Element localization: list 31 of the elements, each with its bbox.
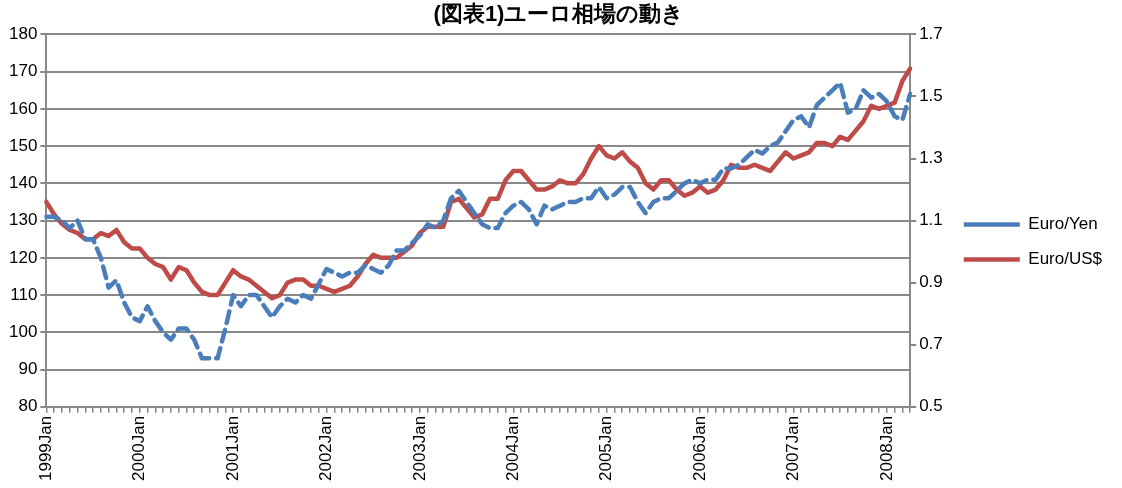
chart-title: (図表1)ユーロ相場の動き <box>433 1 685 27</box>
legend-label: Euro/US$ <box>1028 249 1103 269</box>
x-tick-label: 2005Jan <box>596 415 616 482</box>
y-tick-label: 180 <box>8 24 38 44</box>
y-tick-label: 100 <box>8 321 38 341</box>
y-tick-label: 140 <box>8 173 38 193</box>
x-tick-label: 1999Jan <box>36 415 56 482</box>
y-tick-label: 160 <box>8 98 38 118</box>
y-tick-label: 130 <box>8 210 38 230</box>
y2-tick-label: 1.3 <box>919 148 943 168</box>
y-tick-label: 80 <box>18 396 38 416</box>
x-tick-label: 2000Jan <box>129 415 149 482</box>
x-tick-label: 2007Jan <box>783 415 803 482</box>
x-tick-label: 2006Jan <box>689 415 709 482</box>
x-tick-label: 2008Jan <box>876 415 896 482</box>
y-tick-label: 150 <box>8 135 38 155</box>
legend-label: Euro/Yen <box>1028 214 1098 234</box>
y2-tick-label: 1.5 <box>919 86 943 106</box>
y2-tick-label: 1.1 <box>919 210 943 230</box>
x-tick-label: 2004Jan <box>502 415 522 482</box>
y2-tick-label: 0.7 <box>919 334 943 354</box>
x-tick-label: 2002Jan <box>316 415 336 482</box>
x-tick-label: 2003Jan <box>409 415 429 482</box>
y-tick-label: 90 <box>18 359 38 379</box>
y2-tick-label: 0.5 <box>919 396 943 416</box>
y-tick-label: 110 <box>10 284 38 304</box>
x-tick-label: 2001Jan <box>222 415 242 482</box>
y2-tick-label: 0.9 <box>919 272 943 292</box>
y-tick-label: 170 <box>8 61 38 81</box>
y2-tick-label: 1.7 <box>919 24 943 44</box>
y-tick-label: 120 <box>8 247 38 267</box>
